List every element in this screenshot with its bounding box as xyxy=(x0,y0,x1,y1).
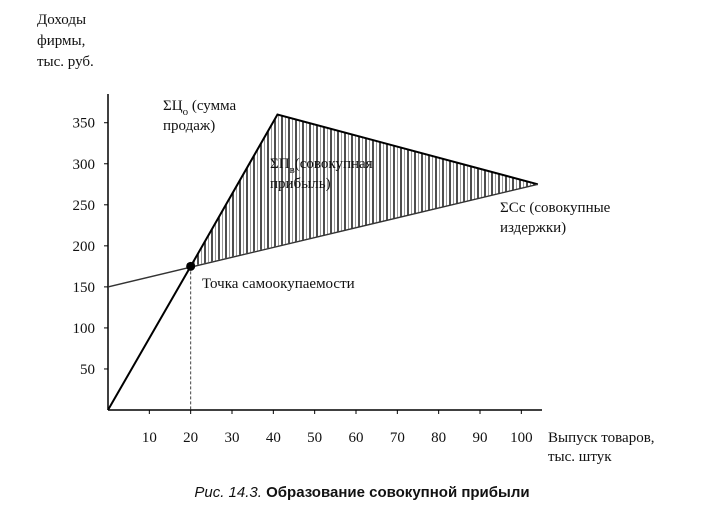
x-tick-label: 20 xyxy=(183,430,198,446)
annotation-text: прибыль) xyxy=(270,176,331,192)
y-tick-label: 350 xyxy=(73,116,96,132)
annotation-text: (сумма xyxy=(188,98,236,114)
x-tick-label: 80 xyxy=(431,430,446,446)
x-tick-label: 40 xyxy=(266,430,281,446)
y-axis-label: тыс. руб. xyxy=(37,54,94,70)
annotation-symbol: ΣСс xyxy=(500,200,526,216)
annotation-symbol: ΣЦ xyxy=(163,98,183,114)
y-tick-label: 50 xyxy=(80,362,95,378)
caption: Рис. 14.3. Образование совокупной прибыл… xyxy=(194,484,529,501)
annotation-subscript: о xyxy=(183,106,189,118)
x-axis-label: тыс. штук xyxy=(548,449,612,465)
annotation-text: (совокупные xyxy=(526,200,611,216)
annotation: ΣЦо (сумма xyxy=(163,98,236,118)
x-axis-label: Выпуск товаров, xyxy=(548,430,655,446)
break-even-point xyxy=(186,261,196,271)
break-even-label: Точка самоокупаемости xyxy=(202,276,355,292)
y-axis-label: Доходы xyxy=(37,12,86,28)
profit-area xyxy=(190,114,538,267)
annotation-subscript: в xyxy=(290,164,295,176)
series-line xyxy=(107,113,539,411)
y-tick-label: 100 xyxy=(73,321,96,337)
annotation-text: издержки) xyxy=(500,220,566,236)
x-tick-label: 50 xyxy=(307,430,322,446)
x-tick-label: 100 xyxy=(510,430,533,446)
y-tick-label: 200 xyxy=(73,239,96,255)
y-tick-label: 300 xyxy=(73,157,96,173)
caption-number: Рис. 14.3. xyxy=(194,484,262,501)
annotation-symbol: ΣП xyxy=(270,156,290,172)
x-tick-label: 30 xyxy=(225,430,240,446)
annotation-text: (совокупная xyxy=(295,156,373,172)
x-tick-label: 90 xyxy=(473,430,488,446)
y-axis-label: фирмы, xyxy=(37,33,85,49)
annotation: ΣПв(совокупная xyxy=(270,156,373,176)
x-tick-label: 60 xyxy=(349,430,364,446)
caption-text: Образование совокупной прибыли xyxy=(266,484,530,501)
x-tick-label: 70 xyxy=(390,430,405,446)
x-tick-label: 10 xyxy=(142,430,157,446)
series-line xyxy=(107,183,539,288)
y-tick-label: 250 xyxy=(73,198,96,214)
annotation: ΣСс (совокупные xyxy=(500,200,611,216)
y-tick-label: 150 xyxy=(73,280,96,296)
annotation-text: продаж) xyxy=(163,118,215,134)
